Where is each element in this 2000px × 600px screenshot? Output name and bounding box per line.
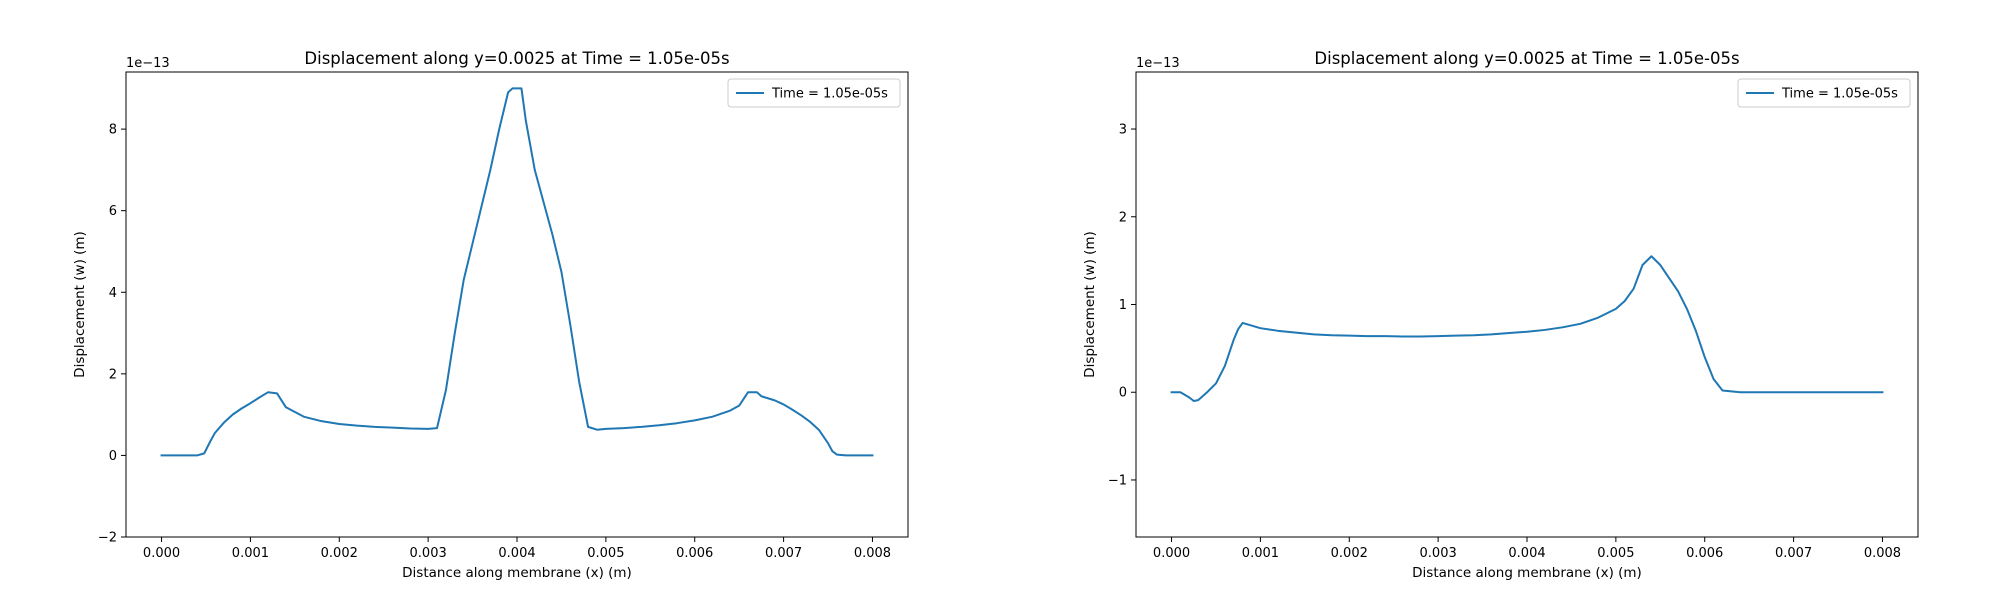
y-tick-label: 0 (109, 449, 117, 464)
y-tick-label: −1 (1108, 473, 1127, 488)
x-tick-label: 0.008 (854, 546, 891, 561)
x-tick-label: 0.004 (498, 546, 535, 561)
y-tick-label: 8 (109, 123, 117, 138)
legend: Time = 1.05e-05s (1737, 78, 1911, 108)
chart-left: Displacement along y=0.0025 at Time = 1.… (72, 49, 909, 581)
x-tick-label: 0.006 (676, 546, 713, 561)
legend-box (1737, 78, 1911, 108)
x-tick-label: 0.003 (1420, 546, 1457, 561)
x-axis-label: Distance along membrane (x) (m) (1412, 565, 1642, 581)
y-tick-label: 3 (1119, 123, 1127, 138)
x-tick-label: 0.001 (232, 546, 269, 561)
x-tick-label: 0.007 (1775, 546, 1812, 561)
x-tick-label: 0.002 (1331, 546, 1368, 561)
y-axis-label: Displacement (w) (m) (1082, 231, 1098, 378)
x-tick-label: 0.002 (321, 546, 358, 561)
x-tick-label: 0.005 (587, 546, 624, 561)
y-tick-label: 2 (109, 367, 117, 382)
y-tick-label: 4 (109, 286, 117, 301)
series-line (160, 87, 874, 457)
y-tick-label: 1 (1119, 298, 1127, 313)
x-tick-label: 0.004 (1508, 546, 1545, 561)
x-tick-label: 0.005 (1597, 546, 1634, 561)
series-line (1170, 255, 1884, 403)
chart-title: Displacement along y=0.0025 at Time = 1.… (304, 49, 729, 68)
y-tick-label: −2 (98, 531, 117, 546)
x-tick-label: 0.008 (1864, 546, 1901, 561)
legend: Time = 1.05e-05s (727, 78, 901, 108)
y-tick-label: 6 (109, 204, 117, 219)
x-tick-label: 0.006 (1686, 546, 1723, 561)
legend-box (727, 78, 901, 108)
legend-label: Time = 1.05e-05s (1781, 87, 1898, 102)
chart-title: Displacement along y=0.0025 at Time = 1.… (1314, 49, 1739, 68)
y-tick-label: 0 (1119, 386, 1127, 401)
legend-label: Time = 1.05e-05s (771, 87, 888, 102)
x-tick-label: 0.003 (410, 546, 447, 561)
chart-right: Displacement along y=0.0025 at Time = 1.… (1082, 49, 1919, 581)
y-offset-label: 1e−13 (1136, 56, 1180, 71)
x-tick-label: 0.001 (1242, 546, 1279, 561)
x-axis-label: Distance along membrane (x) (m) (402, 565, 632, 581)
y-axis-label: Displacement (w) (m) (72, 231, 88, 378)
x-tick-label: 0.000 (143, 546, 180, 561)
x-tick-label: 0.007 (765, 546, 802, 561)
y-tick-label: 2 (1119, 210, 1127, 225)
y-offset-label: 1e−13 (126, 56, 170, 71)
x-tick-label: 0.000 (1153, 546, 1190, 561)
